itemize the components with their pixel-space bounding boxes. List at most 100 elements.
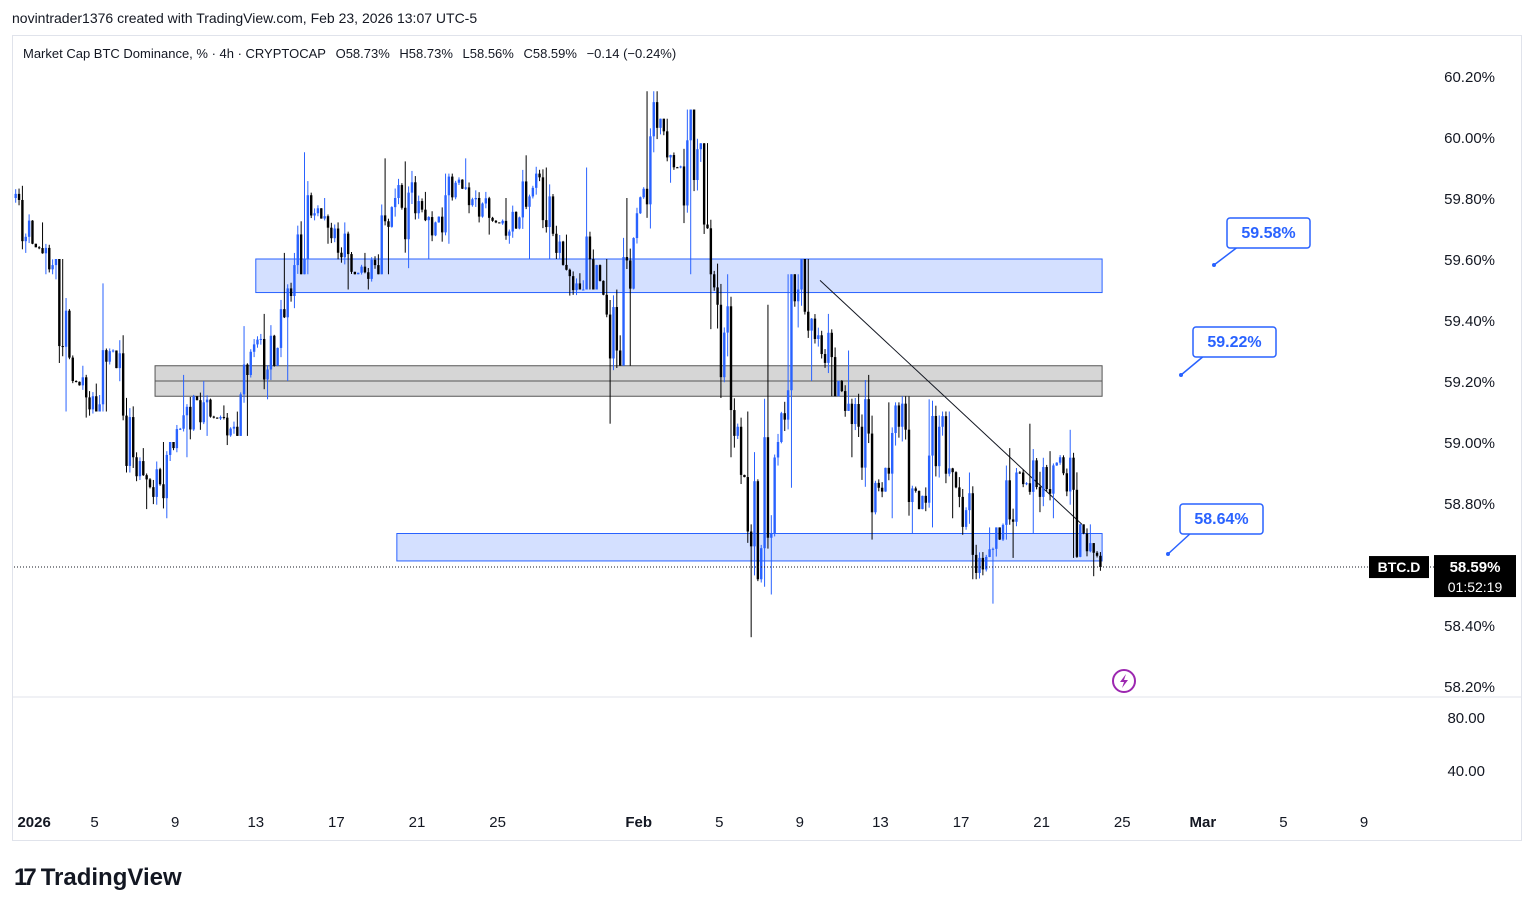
candle-body	[524, 181, 528, 207]
candle-body	[548, 196, 551, 228]
candle-body	[790, 274, 793, 391]
candle-body	[676, 167, 679, 169]
candle-body	[968, 493, 971, 511]
candle-body	[24, 236, 27, 242]
candle-body	[760, 548, 763, 580]
candle-body	[840, 381, 844, 392]
candle-body	[891, 432, 894, 474]
candle-body	[796, 289, 800, 302]
candle-body	[1082, 524, 1085, 534]
candle-body	[273, 335, 276, 366]
candle-body	[713, 274, 716, 288]
candle-body	[71, 357, 74, 381]
candle-body	[964, 510, 968, 527]
candle-body	[1065, 473, 1069, 492]
candle-body	[880, 487, 884, 492]
candle-body	[571, 276, 575, 291]
candle-body	[897, 405, 901, 427]
chart-frame[interactable]	[12, 35, 1522, 841]
candle-body	[236, 426, 239, 436]
last-price-badge	[1434, 555, 1516, 598]
candle-body	[182, 415, 185, 429]
candle-body	[387, 221, 390, 227]
candle-body	[746, 477, 749, 532]
candle-body	[135, 457, 138, 477]
candle-body	[642, 188, 645, 198]
candle-body	[575, 283, 578, 291]
candle-body	[783, 413, 786, 420]
indicator-axis: 80.00 40.00	[1447, 710, 1485, 780]
time-tick-3: 13	[247, 814, 264, 831]
candle-body	[813, 318, 817, 339]
candle-body	[215, 417, 219, 419]
candle-body	[1055, 462, 1058, 466]
candle-body	[115, 350, 118, 369]
candle-body	[1018, 472, 1022, 474]
legend-symbol[interactable]: Market Cap BTC Dominance, % · 4h · CRYPT…	[23, 46, 326, 61]
candle-body	[612, 307, 615, 359]
candle-body	[1021, 472, 1025, 485]
candle-body	[192, 396, 195, 430]
candle-body	[860, 426, 864, 468]
candle-body	[407, 192, 410, 240]
candle-body	[1092, 543, 1095, 553]
candle-body	[931, 415, 934, 456]
candle-body	[27, 220, 31, 237]
price-tick-1: 60.00%	[1444, 130, 1495, 147]
candle-body	[749, 531, 753, 547]
candle-body	[350, 254, 353, 272]
candle-body	[1045, 467, 1048, 490]
candle-body	[568, 269, 572, 277]
candle-body	[424, 209, 427, 221]
candle-body	[434, 222, 437, 236]
candle-body	[770, 533, 773, 538]
ticker-label: BTC.D	[1378, 559, 1421, 575]
trendline-layer	[819, 279, 1083, 525]
candle-body	[837, 381, 840, 397]
zones-layer	[154, 258, 1103, 562]
candle-body	[810, 318, 813, 331]
candle-body	[679, 166, 682, 168]
candle-body	[242, 364, 246, 395]
candle-body	[363, 266, 367, 273]
candle-body	[1072, 457, 1075, 490]
candle-body	[877, 482, 880, 488]
candle-body	[64, 310, 68, 347]
time-tick-11: 17	[953, 814, 970, 831]
candles-layer	[14, 91, 1102, 638]
candle-body	[833, 357, 837, 397]
candle-body	[514, 211, 518, 229]
time-tick-0: 2026	[17, 814, 50, 831]
candle-body	[118, 353, 121, 369]
candle-body	[1001, 524, 1005, 540]
candle-body	[111, 350, 115, 352]
candle-body	[857, 404, 860, 427]
candle-body	[954, 472, 958, 488]
candle-body	[582, 289, 585, 291]
candle-body	[780, 413, 783, 442]
candle-body	[199, 400, 202, 423]
tradingview-logo[interactable]: 17 TradingView	[14, 864, 182, 892]
legend-high: H58.73%	[399, 46, 453, 61]
candle-body	[44, 247, 48, 254]
candle-body	[343, 233, 346, 258]
candle-body	[753, 481, 756, 547]
price-tick-3: 59.60%	[1444, 252, 1495, 269]
candle-body	[739, 426, 743, 475]
price-tick-7: 58.80%	[1444, 496, 1495, 513]
candle-body	[313, 213, 316, 216]
candle-body	[927, 455, 931, 503]
candle-body	[269, 335, 273, 370]
price-tick-6: 59.00%	[1444, 435, 1495, 452]
candle-body	[283, 309, 286, 318]
candle-body	[219, 416, 222, 419]
candle-body	[457, 179, 461, 183]
candle-body	[901, 403, 904, 427]
candle-body	[306, 195, 310, 260]
callout-pointer-1	[1180, 354, 1206, 376]
candle-body	[259, 338, 263, 340]
candle-body	[88, 397, 91, 410]
candle-body	[921, 495, 924, 510]
candle-body	[420, 201, 424, 210]
